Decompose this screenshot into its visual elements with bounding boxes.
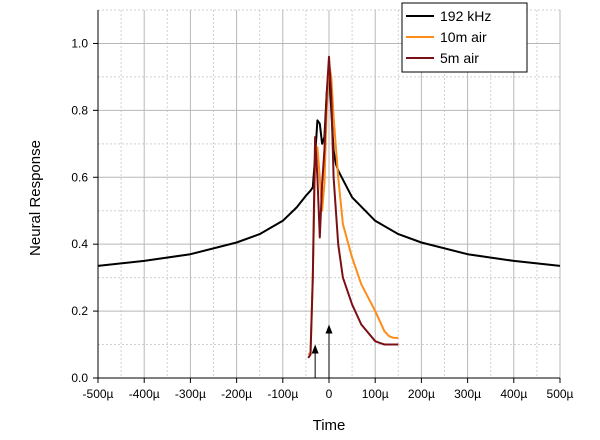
x-tick-label: 400µ <box>500 387 527 401</box>
x-axis-title: Time <box>313 417 346 434</box>
axes <box>93 10 561 383</box>
legend: 192 kHz 10m air 5m air <box>401 2 528 73</box>
annotation-arrows <box>311 324 333 378</box>
arrow-head <box>325 324 333 334</box>
x-tick-label: -400µ <box>129 387 160 401</box>
x-tick-label: -500µ <box>83 387 114 401</box>
series-layer <box>97 55 561 359</box>
x-tick-label: 200µ <box>408 387 435 401</box>
series-line <box>97 69 561 267</box>
y-tick-label: 0.8 <box>71 103 88 117</box>
x-tick-label: -200µ <box>221 387 252 401</box>
y-tick-label: 1.0 <box>71 36 88 50</box>
y-axis-title: Neural Response <box>27 140 44 256</box>
x-tick-label: 300µ <box>454 387 481 401</box>
y-tick-label: 0.2 <box>71 304 88 318</box>
y-tick-label: 0.4 <box>71 237 88 251</box>
series-line <box>307 55 399 359</box>
x-tick-label: 0 <box>326 387 333 401</box>
x-tick-label: -100µ <box>267 387 298 401</box>
y-tick-label: 0.0 <box>71 371 88 385</box>
tick-labels: -500µ -400µ -300µ -200µ -100µ 0 100µ 200µ 300µ 40… <box>71 36 573 401</box>
legend-label: 5m air <box>440 50 479 66</box>
x-tick-label: -300µ <box>175 387 206 401</box>
arrow-head <box>311 344 319 354</box>
x-tick-label: 500µ <box>547 387 574 401</box>
legend-label: 10m air <box>440 29 487 45</box>
y-tick-label: 0.6 <box>71 170 88 184</box>
x-tick-label: 100µ <box>362 387 389 401</box>
legend-label: 192 kHz <box>440 8 491 24</box>
